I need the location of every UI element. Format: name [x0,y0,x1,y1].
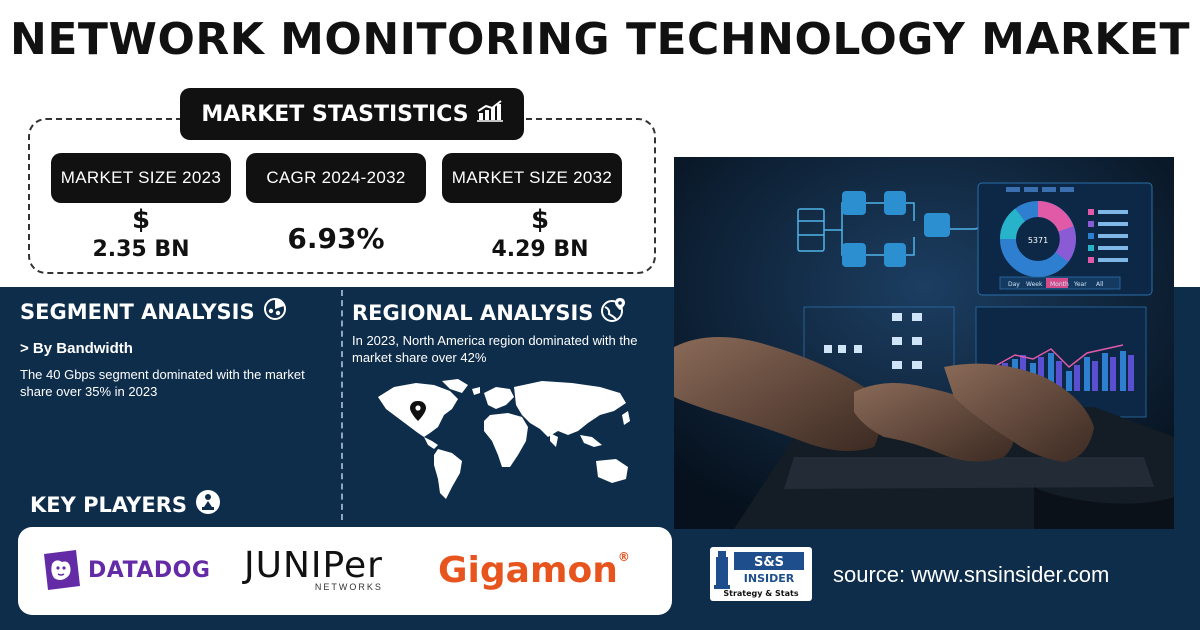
stat-cagr-value: 6.93% [287,222,385,255]
dollar-icon: $ [530,205,550,235]
tab-all: All [1096,281,1104,288]
brand-line1: S&S [754,555,784,570]
key-players-logos [18,527,672,615]
gigamon-logo: Gigamon® [438,550,630,591]
market-stats-header: MARKET STASTISTICS [180,88,524,140]
segment-pie-icon [263,297,287,326]
segment-subtitle: > By Bandwidth [20,340,133,357]
stat-market-size-2023-value: 2.35 BN [92,237,190,262]
brand-line2: INSIDER [744,572,795,585]
player-icon [195,489,221,520]
datadog-wordmark: DATADOG [88,557,211,583]
datadog-logo: DATADOG [38,548,210,592]
datadog-dog-icon [44,550,80,590]
dashboard-photo: 5371 Day Week Month Year All [674,157,1174,529]
panel-divider [341,290,343,520]
juniper-logo: JUNIPer NETWORKS [244,545,383,593]
juniper-subtitle: NETWORKS [314,582,383,592]
brand-tagline: Strategy & Stats [723,589,798,598]
key-players-heading: KEY PLAYERS [30,489,221,520]
donut-center-value: 5371 [1028,236,1048,245]
registered-mark: ® [617,550,630,564]
location-pin-icon [410,401,426,421]
source-text: source: www.snsinsider.com [833,562,1110,587]
chart-growth-icon [476,100,503,128]
key-players-title: KEY PLAYERS [30,492,187,517]
segment-analysis-heading: SEGMENT ANALYSIS [20,297,287,326]
chess-king-icon [714,551,730,589]
tab-year: Year [1073,281,1087,288]
regional-analysis-title: REGIONAL ANALYSIS [352,300,594,325]
world-map [378,379,630,499]
tab-day: Day [1008,281,1020,288]
stat-market-size-2032-label: MARKET SIZE 2032 [442,153,622,203]
stat-cagr-label: CAGR 2024-2032 [246,153,426,203]
regional-analysis-heading: REGIONAL ANALYSIS [352,297,627,328]
gigamon-wordmark: Gigamon [438,550,618,591]
segment-text: The 40 Gbps segment dominated with the m… [20,367,305,399]
market-stats-label: MARKET STASTISTICS [201,101,469,127]
tab-week: Week [1026,281,1043,288]
segment-analysis-title: SEGMENT ANALYSIS [20,299,255,324]
globe-pin-icon [601,297,627,328]
sns-insider-logo: S&S INSIDER Strategy & Stats [710,547,812,601]
stat-market-size-2032-value: 4.29 BN [491,237,589,262]
dollar-icon: $ [131,205,151,235]
juniper-wordmark: JUNIPer [244,545,383,586]
stat-market-size-2023-label: MARKET SIZE 2023 [51,153,231,203]
page-title: NETWORK MONITORING TECHNOLOGY MARKET [10,14,1190,65]
regional-text: In 2023, North America region dominated … [352,333,638,365]
tab-month: Month [1050,281,1069,288]
